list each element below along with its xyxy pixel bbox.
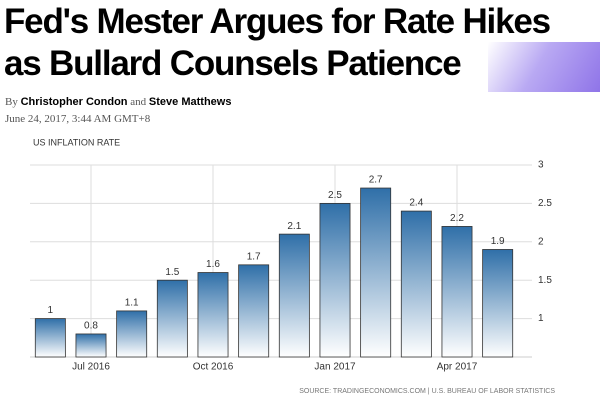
bar: [156, 279, 188, 358]
value-label: 2.4: [409, 198, 423, 209]
decoration: [488, 42, 600, 92]
value-label: 2.7: [369, 175, 383, 186]
y-tick-label: 2: [538, 236, 544, 247]
value-label: 1.6: [206, 259, 220, 270]
y-tick-label: 3: [538, 160, 544, 171]
y-tick-label: 1.5: [538, 275, 552, 286]
y-tick-label: 1: [538, 313, 544, 324]
bar: [319, 202, 351, 358]
byline: By Christopher Condon and Steve Matthews: [5, 96, 231, 108]
x-tick-label: Jan 2017: [314, 362, 356, 373]
value-label: 1: [48, 305, 54, 316]
value-label: 0.8: [84, 321, 98, 332]
x-tick-label: Apr 2017: [437, 362, 478, 373]
headline: as Bullard Counsels Patience: [4, 44, 462, 83]
bar: [34, 318, 66, 358]
value-label: 2.5: [328, 190, 342, 201]
source: SOURCE: TRADINGECONOMICS.COM | U.S. BURE…: [299, 388, 555, 395]
author[interactable]: Steve Matthews: [148, 96, 232, 108]
chart-title: US INFLATION RATE: [33, 137, 120, 147]
headline: Fed's Mester Argues for Rate Hikes: [4, 2, 551, 41]
value-label: 2.2: [450, 213, 464, 224]
x-tick-label: Jul 2016: [72, 362, 110, 373]
and: and: [130, 96, 147, 108]
bar: [238, 264, 270, 358]
by: By: [5, 96, 18, 108]
y-tick-label: 2.5: [538, 198, 552, 209]
value-label: 1.1: [125, 298, 139, 309]
x-tick-label: Oct 2016: [193, 362, 234, 373]
value-label: 1.5: [165, 267, 179, 278]
value-label: 1.7: [247, 251, 261, 262]
author[interactable]: Christopher Condon: [20, 96, 128, 108]
bar: [116, 310, 148, 358]
bar: [360, 187, 392, 358]
date: June 24, 2017, 3:44 AM GMT+8: [5, 113, 151, 125]
bar: [482, 249, 514, 358]
bar: [400, 210, 432, 358]
value-label: 2.1: [287, 221, 301, 232]
bar: [441, 226, 473, 358]
value-label: 1.9: [491, 236, 505, 247]
bar: [75, 333, 107, 358]
bar: [197, 272, 229, 358]
bar: [278, 233, 310, 358]
